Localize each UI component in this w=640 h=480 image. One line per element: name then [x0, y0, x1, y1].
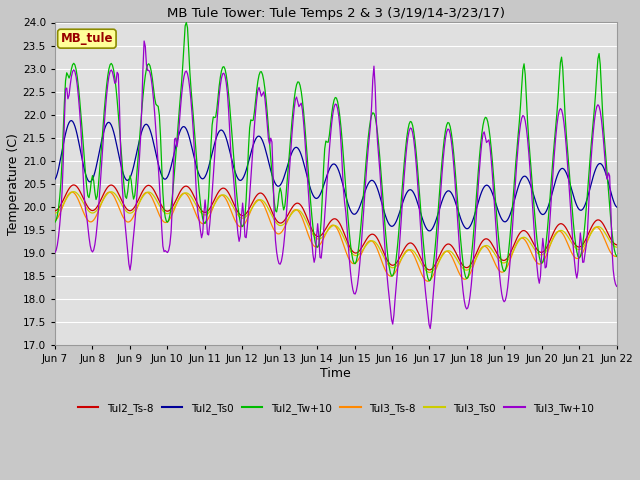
Title: MB Tule Tower: Tule Temps 2 & 3 (3/19/14-3/23/17): MB Tule Tower: Tule Temps 2 & 3 (3/19/14…	[167, 7, 505, 20]
Text: MB_tule: MB_tule	[61, 32, 113, 45]
X-axis label: Time: Time	[321, 367, 351, 380]
Y-axis label: Temperature (C): Temperature (C)	[7, 133, 20, 235]
Legend: Tul2_Ts-8, Tul2_Ts0, Tul2_Tw+10, Tul3_Ts-8, Tul3_Ts0, Tul3_Tw+10: Tul2_Ts-8, Tul2_Ts0, Tul2_Tw+10, Tul3_Ts…	[74, 399, 598, 418]
